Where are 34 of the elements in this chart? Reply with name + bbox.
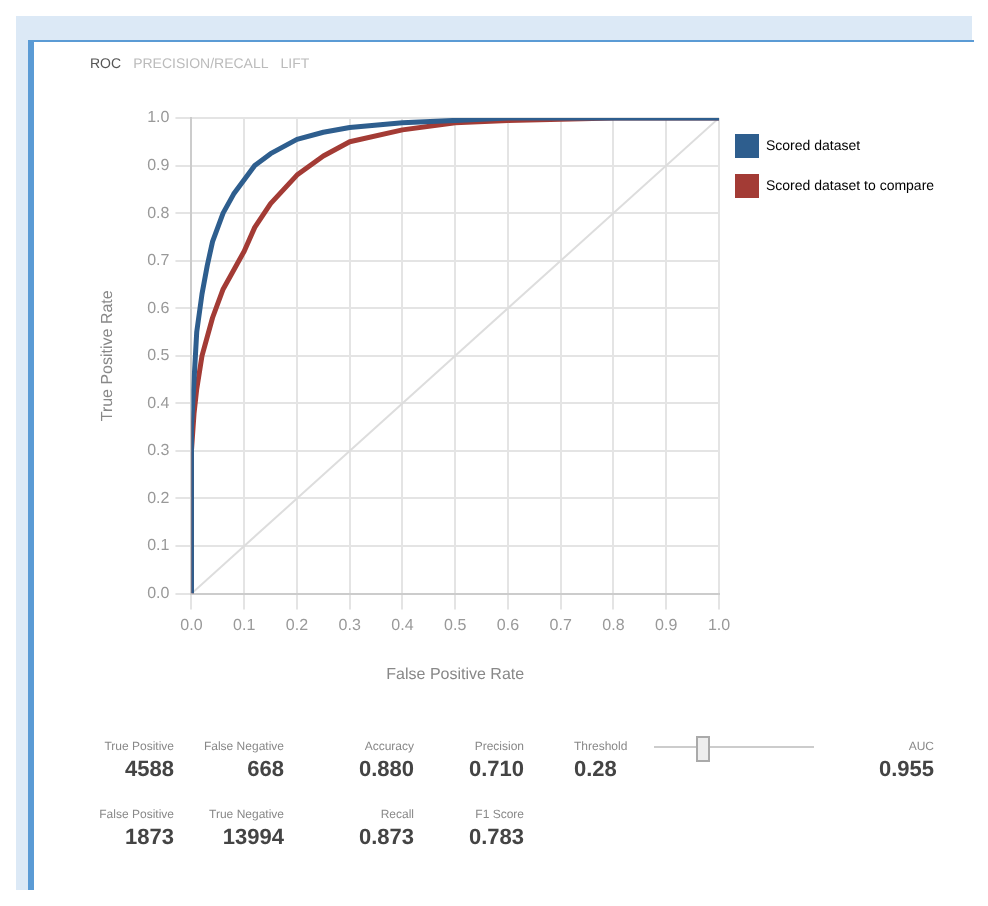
x-tick-label: 0.8	[602, 615, 626, 634]
y-tick-label: 0.1	[147, 536, 171, 555]
x-tick-label: 0.1	[233, 615, 257, 634]
x-tick-label: 0.0	[180, 615, 204, 634]
text: 0.710	[466, 758, 524, 782]
y-tick-label: 0.5	[147, 346, 171, 365]
y-tick-label: 0.8	[147, 203, 171, 222]
x-tick-label: 0.3	[338, 615, 362, 634]
x-tick-label: 0.2	[285, 615, 310, 634]
text: 13994	[220, 826, 284, 850]
x-tick-label: 0.9	[655, 615, 679, 634]
y-tick-label: 0.7	[147, 251, 171, 270]
x-tick-label: 0.4	[391, 615, 415, 634]
y-tick-label: 0.9	[147, 155, 171, 174]
y-tick-label: 0.6	[147, 298, 171, 317]
y-axis-title: True Positive Rate	[98, 289, 117, 422]
text: 0.955	[876, 758, 934, 782]
y-tick-label: 0.4	[147, 393, 171, 412]
y-tick-label: 0.3	[147, 441, 171, 460]
y-tick-label: 0.0	[147, 584, 171, 603]
text: 0.28	[574, 758, 619, 782]
text: 668	[245, 758, 284, 782]
text: 1873	[123, 826, 174, 850]
x-tick-label: 1.0	[707, 615, 732, 634]
x-tick-label: 0.5	[444, 615, 468, 634]
text: 0.783	[466, 826, 524, 850]
x-tick-label: 0.6	[496, 615, 521, 634]
y-tick-label: 1.0	[147, 108, 171, 127]
x-tick-label: 0.7	[549, 615, 573, 634]
y-tick-label: 0.2	[147, 488, 171, 507]
text: 0.873	[356, 826, 414, 850]
text: 4588	[123, 758, 174, 782]
text: 0.880	[356, 758, 414, 782]
x-axis-title: False Positive Rate	[386, 664, 526, 683]
